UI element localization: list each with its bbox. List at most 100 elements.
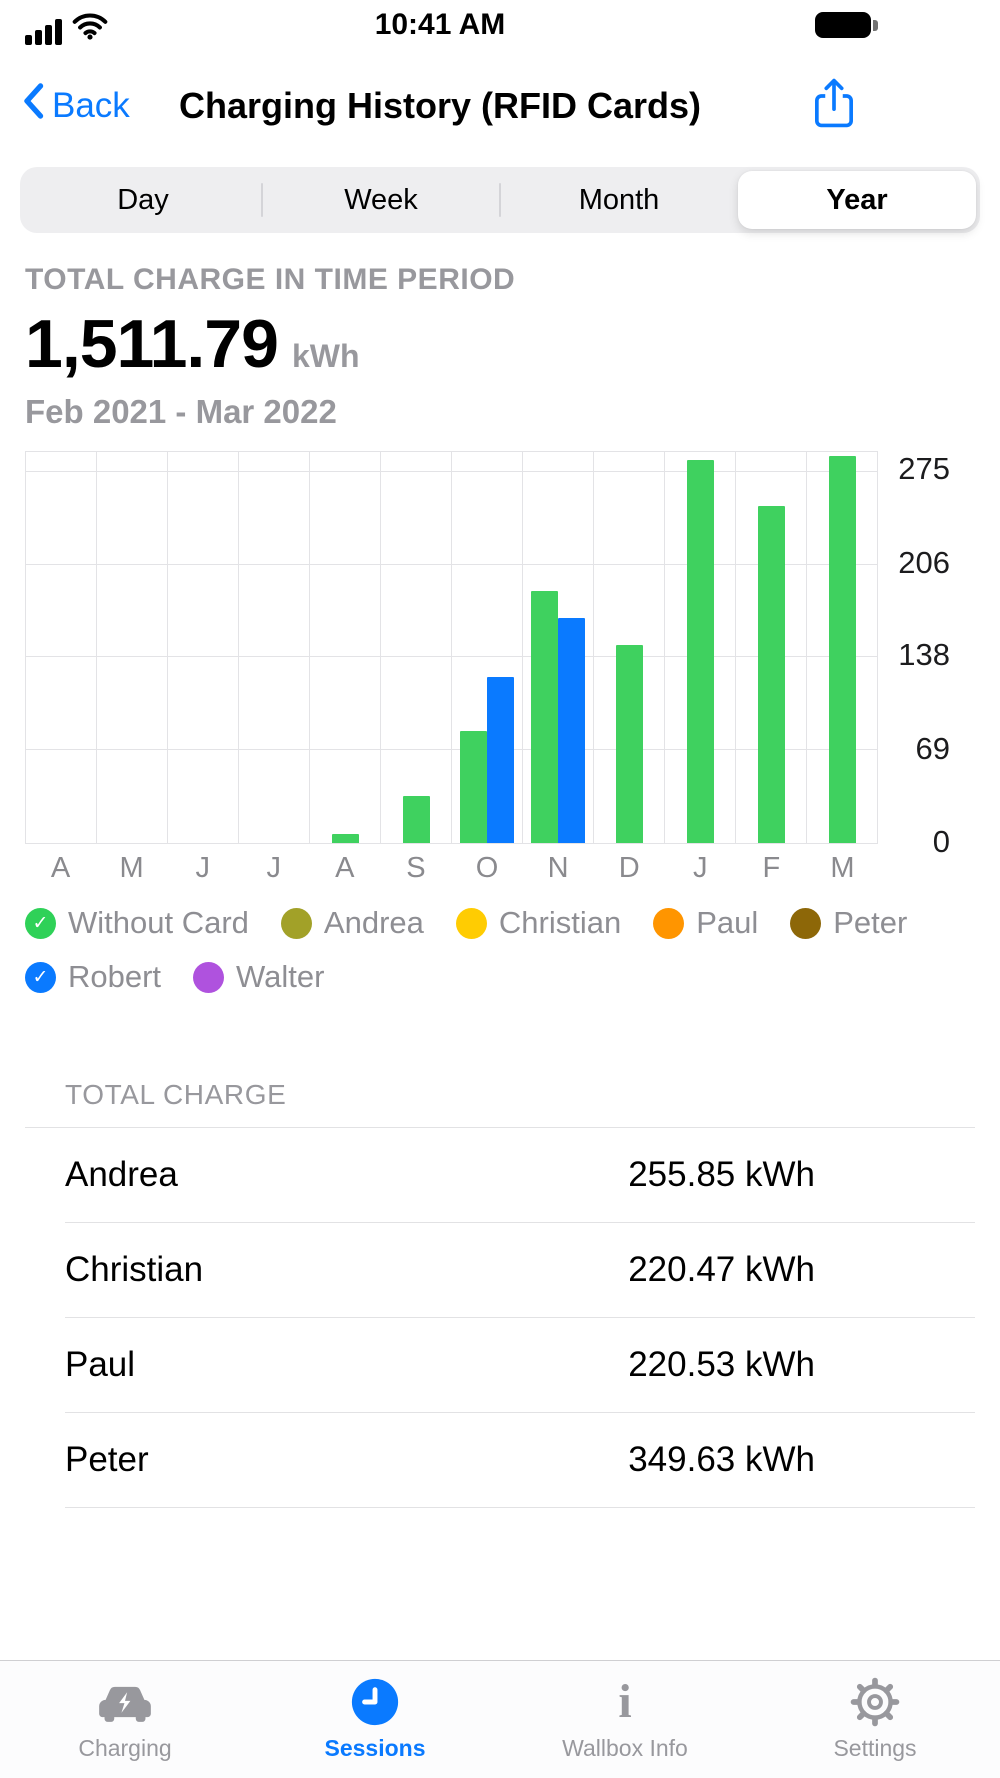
chart-column xyxy=(593,452,664,843)
legend-label: Peter xyxy=(833,905,908,940)
legend-item[interactable]: ✓ Without Card xyxy=(25,905,249,941)
total-charge-section: TOTAL CHARGE Andrea 255.85 kWh Christian… xyxy=(25,1079,975,1508)
table-row: Christian 220.47 kWh xyxy=(65,1223,975,1318)
chart-legend: ✓ Without Card Andrea Christian Paul Pet… xyxy=(25,905,975,995)
share-icon xyxy=(813,76,855,135)
x-axis-label: O xyxy=(475,852,499,884)
total-charge-unit: kWh xyxy=(291,338,360,374)
table-row: Paul 220.53 kWh xyxy=(65,1318,975,1413)
table-row: Peter 349.63 kWh xyxy=(65,1413,975,1508)
chart-bar-without-card xyxy=(757,505,785,843)
chart-column xyxy=(167,452,238,843)
card-total: 220.47 kWh xyxy=(628,1250,815,1289)
info-icon: i xyxy=(618,1675,632,1728)
tab-label: Wallbox Info xyxy=(562,1735,688,1761)
x-axis-label: J xyxy=(692,852,708,884)
legend-label: Christian xyxy=(498,905,622,940)
x-axis-label: D xyxy=(618,852,640,884)
y-axis-label: 275 xyxy=(898,451,950,487)
wifi-icon xyxy=(72,12,108,45)
x-axis-label: J xyxy=(195,852,210,884)
chart-bar-without-card xyxy=(686,460,714,843)
card-name: Paul xyxy=(65,1345,136,1384)
legend-item[interactable]: Christian xyxy=(455,905,622,941)
sessions-clock-icon xyxy=(349,1673,401,1731)
x-axis-label: M xyxy=(830,852,855,884)
tab-label: Settings xyxy=(833,1735,917,1761)
chart-bar-without-card xyxy=(331,833,359,843)
chart-column xyxy=(735,452,806,843)
segmented-control: Day Week Month Year xyxy=(20,167,980,233)
chart-column xyxy=(238,452,309,843)
legend-swatch-christian xyxy=(455,907,487,939)
tab-bar: Charging Sessions i Wallbox Info xyxy=(0,1660,1000,1778)
chart-column xyxy=(664,452,735,843)
tab-sessions[interactable]: Sessions xyxy=(250,1673,500,1778)
chart-bar-robert xyxy=(558,617,585,843)
card-total: 255.85 kWh xyxy=(628,1155,815,1194)
chart-column xyxy=(26,452,96,843)
legend-item[interactable]: Paul xyxy=(653,905,758,941)
status-left xyxy=(25,12,108,45)
nav-bar: Charging History (RFID Cards) Back xyxy=(0,56,1000,153)
total-charge-value: 1,511.79 xyxy=(25,306,279,382)
segment-year[interactable]: Year xyxy=(738,171,976,229)
car-charging-icon xyxy=(97,1673,153,1731)
legend-label: Andrea xyxy=(323,905,424,940)
legend-label: Robert xyxy=(68,959,162,994)
share-button[interactable] xyxy=(813,76,855,135)
tab-label: Charging xyxy=(78,1735,172,1761)
x-axis-label: J xyxy=(266,852,282,884)
tab-label: Sessions xyxy=(324,1735,426,1761)
tab-settings[interactable]: Settings xyxy=(750,1673,1000,1778)
chart-column xyxy=(380,452,451,843)
chevron-left-icon xyxy=(22,83,44,128)
legend-swatch-robert: ✓ xyxy=(25,961,56,993)
card-name: Andrea xyxy=(65,1155,178,1194)
card-name: Christian xyxy=(65,1250,204,1289)
card-total: 220.53 kWh xyxy=(628,1345,815,1384)
summary-value-row: 1,511.79 kWh xyxy=(25,305,975,383)
table-section-header: TOTAL CHARGE xyxy=(25,1079,975,1128)
tab-charging[interactable]: Charging xyxy=(0,1673,250,1778)
legend-swatch-paul xyxy=(653,907,685,939)
legend-item[interactable]: ✓ Robert xyxy=(25,959,161,995)
chart-bar-without-card xyxy=(615,644,643,843)
chart-column xyxy=(309,452,380,843)
legend-item[interactable]: Walter xyxy=(193,959,324,995)
summary-label: TOTAL CHARGE IN TIME PERIOD xyxy=(25,263,516,296)
back-label: Back xyxy=(52,85,130,125)
legend-item[interactable]: Andrea xyxy=(280,905,424,941)
tab-wallbox-info[interactable]: i Wallbox Info xyxy=(500,1673,750,1778)
legend-swatch-andrea xyxy=(280,907,312,939)
back-button[interactable]: Back xyxy=(22,83,130,128)
legend-swatch-without-card: ✓ xyxy=(25,907,56,939)
date-range: Feb 2021 - Mar 2022 xyxy=(25,393,337,430)
card-total: 349.63 kWh xyxy=(628,1440,815,1479)
segment-month[interactable]: Month xyxy=(499,171,738,229)
x-axis-label: M xyxy=(119,852,144,884)
chart-bar-without-card xyxy=(402,795,430,843)
chart-bar-robert xyxy=(487,677,514,843)
segment-day[interactable]: Day xyxy=(117,183,169,216)
y-axis-label: 138 xyxy=(898,637,950,672)
x-axis-label: F xyxy=(762,852,781,884)
segment-week[interactable]: Week xyxy=(261,171,500,229)
x-axis-label: A xyxy=(50,852,71,884)
battery-icon xyxy=(815,12,878,38)
legend-swatch-peter xyxy=(790,907,822,939)
cellular-signal-icon xyxy=(25,19,62,45)
chart-column xyxy=(522,452,593,843)
chart-column xyxy=(451,452,522,843)
chart-column xyxy=(806,452,877,843)
status-bar: 10:41 AM xyxy=(0,0,1000,56)
legend-item[interactable]: Peter xyxy=(790,905,907,941)
chart-bar-without-card xyxy=(828,456,856,843)
gear-icon xyxy=(849,1673,901,1731)
legend-swatch-walter xyxy=(193,961,225,993)
card-name: Peter xyxy=(65,1440,149,1479)
chart-plot xyxy=(25,451,878,844)
